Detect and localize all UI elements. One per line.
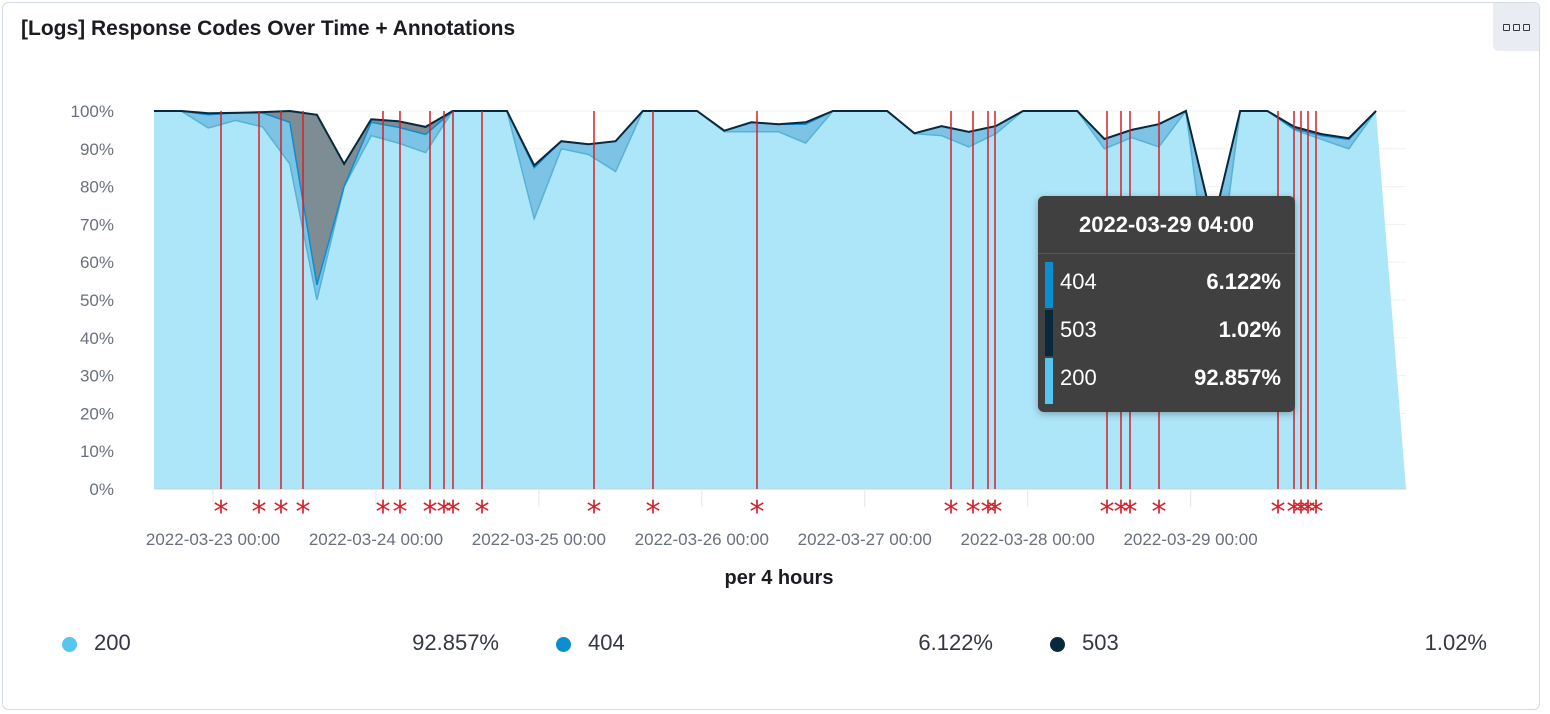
x-axis-title: per 4 hours [725, 567, 834, 589]
annotation-marker[interactable]: * [1294, 495, 1309, 530]
tooltip-row-404: 404 6.122% [1038, 258, 1295, 308]
x-tick-label: 2022-03-24 00:00 [309, 530, 443, 549]
legend-label-404: 404 [588, 630, 625, 655]
chart-legend: 200 92.857% 404 6.122% 503 1.02% [0, 630, 1550, 658]
annotation-marker[interactable]: * [646, 495, 661, 530]
x-tick-label: 2022-03-25 00:00 [472, 530, 606, 549]
y-tick-label: 60% [80, 253, 114, 272]
annotation-marker[interactable]: * [988, 495, 1003, 530]
annotation-marker[interactable]: * [214, 495, 229, 530]
annotation-marker[interactable]: * [944, 495, 959, 530]
annotation-marker[interactable]: * [1301, 495, 1316, 530]
annotation-marker[interactable]: * [587, 495, 602, 530]
annotation-marker[interactable]: * [446, 495, 461, 530]
annotation-marker[interactable]: * [252, 495, 267, 530]
legend-value-503: 1.02% [1424, 630, 1487, 655]
legend-label-200: 200 [94, 630, 131, 655]
annotation-marker[interactable]: * [1271, 495, 1286, 530]
tooltip-value-503: 1.02% [1218, 317, 1281, 342]
series-area-404 [154, 111, 1376, 319]
tooltip-label-503: 503 [1060, 317, 1097, 342]
annotation-marker[interactable]: * [393, 495, 408, 530]
y-tick-label: 10% [80, 442, 114, 461]
tooltip-swatch-503 [1045, 310, 1053, 356]
y-tick-label: 40% [80, 329, 114, 348]
annotation-marker[interactable]: * [475, 495, 490, 530]
panel-options-menu-icon[interactable] [1493, 3, 1539, 51]
y-tick-label: 0% [89, 480, 114, 499]
x-axis: 2022-03-23 00:00 2022-03-24 00:00 2022-03-… [146, 489, 1258, 549]
x-tick-label: 2022-03-26 00:00 [635, 530, 769, 549]
annotation-marker[interactable]: * [1152, 495, 1167, 530]
annotation-marker[interactable]: * [423, 495, 438, 530]
series-line-503 [154, 109, 1377, 225]
legend-label-503: 503 [1082, 630, 1119, 655]
tooltip-title: 2022-03-29 04:00 [1038, 196, 1295, 254]
x-tick-label: 2022-03-29 00:00 [1123, 530, 1257, 549]
annotation-marker[interactable]: * [1309, 495, 1324, 530]
x-tick-label: 2022-03-28 00:00 [961, 530, 1095, 549]
y-axis: 0% 10% 20% 30% 40% 50% 60% 70% 80% 90% 100% [71, 102, 114, 499]
legend-dot-200 [62, 637, 77, 652]
annotation-marker[interactable]: * [376, 495, 391, 530]
x-tick-label: 2022-03-23 00:00 [146, 530, 280, 549]
tooltip-label-200: 200 [1060, 365, 1097, 390]
annotation-lines: * * * * * * * ** * * * * * * ** * ** * * **** [214, 111, 1324, 530]
y-tick-label: 30% [80, 367, 114, 386]
series-line-200 [154, 109, 1377, 319]
y-tick-label: 20% [80, 404, 114, 423]
annotation-marker[interactable]: * [981, 495, 996, 530]
annotation-marker[interactable]: * [966, 495, 981, 530]
annotation-marker[interactable]: * [1123, 495, 1138, 530]
annotation-marker[interactable]: * [296, 495, 311, 530]
y-tick-label: 100% [71, 102, 114, 121]
legend-value-404: 6.122% [918, 630, 993, 655]
tooltip-value-404: 6.122% [1206, 269, 1281, 294]
tooltip-row-200: 200 92.857% [1038, 354, 1295, 404]
tooltip-row-503: 503 1.02% [1038, 306, 1295, 356]
y-tick-label: 50% [80, 291, 114, 310]
annotation-marker[interactable]: * [1114, 495, 1129, 530]
tooltip-label-404: 404 [1060, 269, 1097, 294]
annotation-marker[interactable]: * [1287, 495, 1302, 530]
y-tick-label: 80% [80, 178, 114, 197]
y-tick-label: 70% [80, 215, 114, 234]
x-tick-label: 2022-03-27 00:00 [798, 530, 932, 549]
annotation-marker[interactable]: * [1100, 495, 1115, 530]
annotation-marker[interactable]: * [437, 495, 452, 530]
chart-tooltip: 2022-03-29 04:00 404 6.122% 503 1.02% 20… [1038, 196, 1295, 412]
tooltip-swatch-200 [1045, 358, 1053, 404]
tooltip-value-200: 92.857% [1194, 365, 1281, 390]
annotation-marker[interactable]: * [274, 495, 289, 530]
legend-dot-404 [556, 637, 571, 652]
legend-value-200: 92.857% [412, 630, 499, 655]
tooltip-swatch-404 [1045, 262, 1053, 308]
y-tick-label: 90% [80, 140, 114, 159]
legend-dot-503 [1050, 637, 1065, 652]
panel-title: [Logs] Response Codes Over Time + Annota… [21, 17, 516, 40]
annotation-marker[interactable]: * [750, 495, 765, 530]
